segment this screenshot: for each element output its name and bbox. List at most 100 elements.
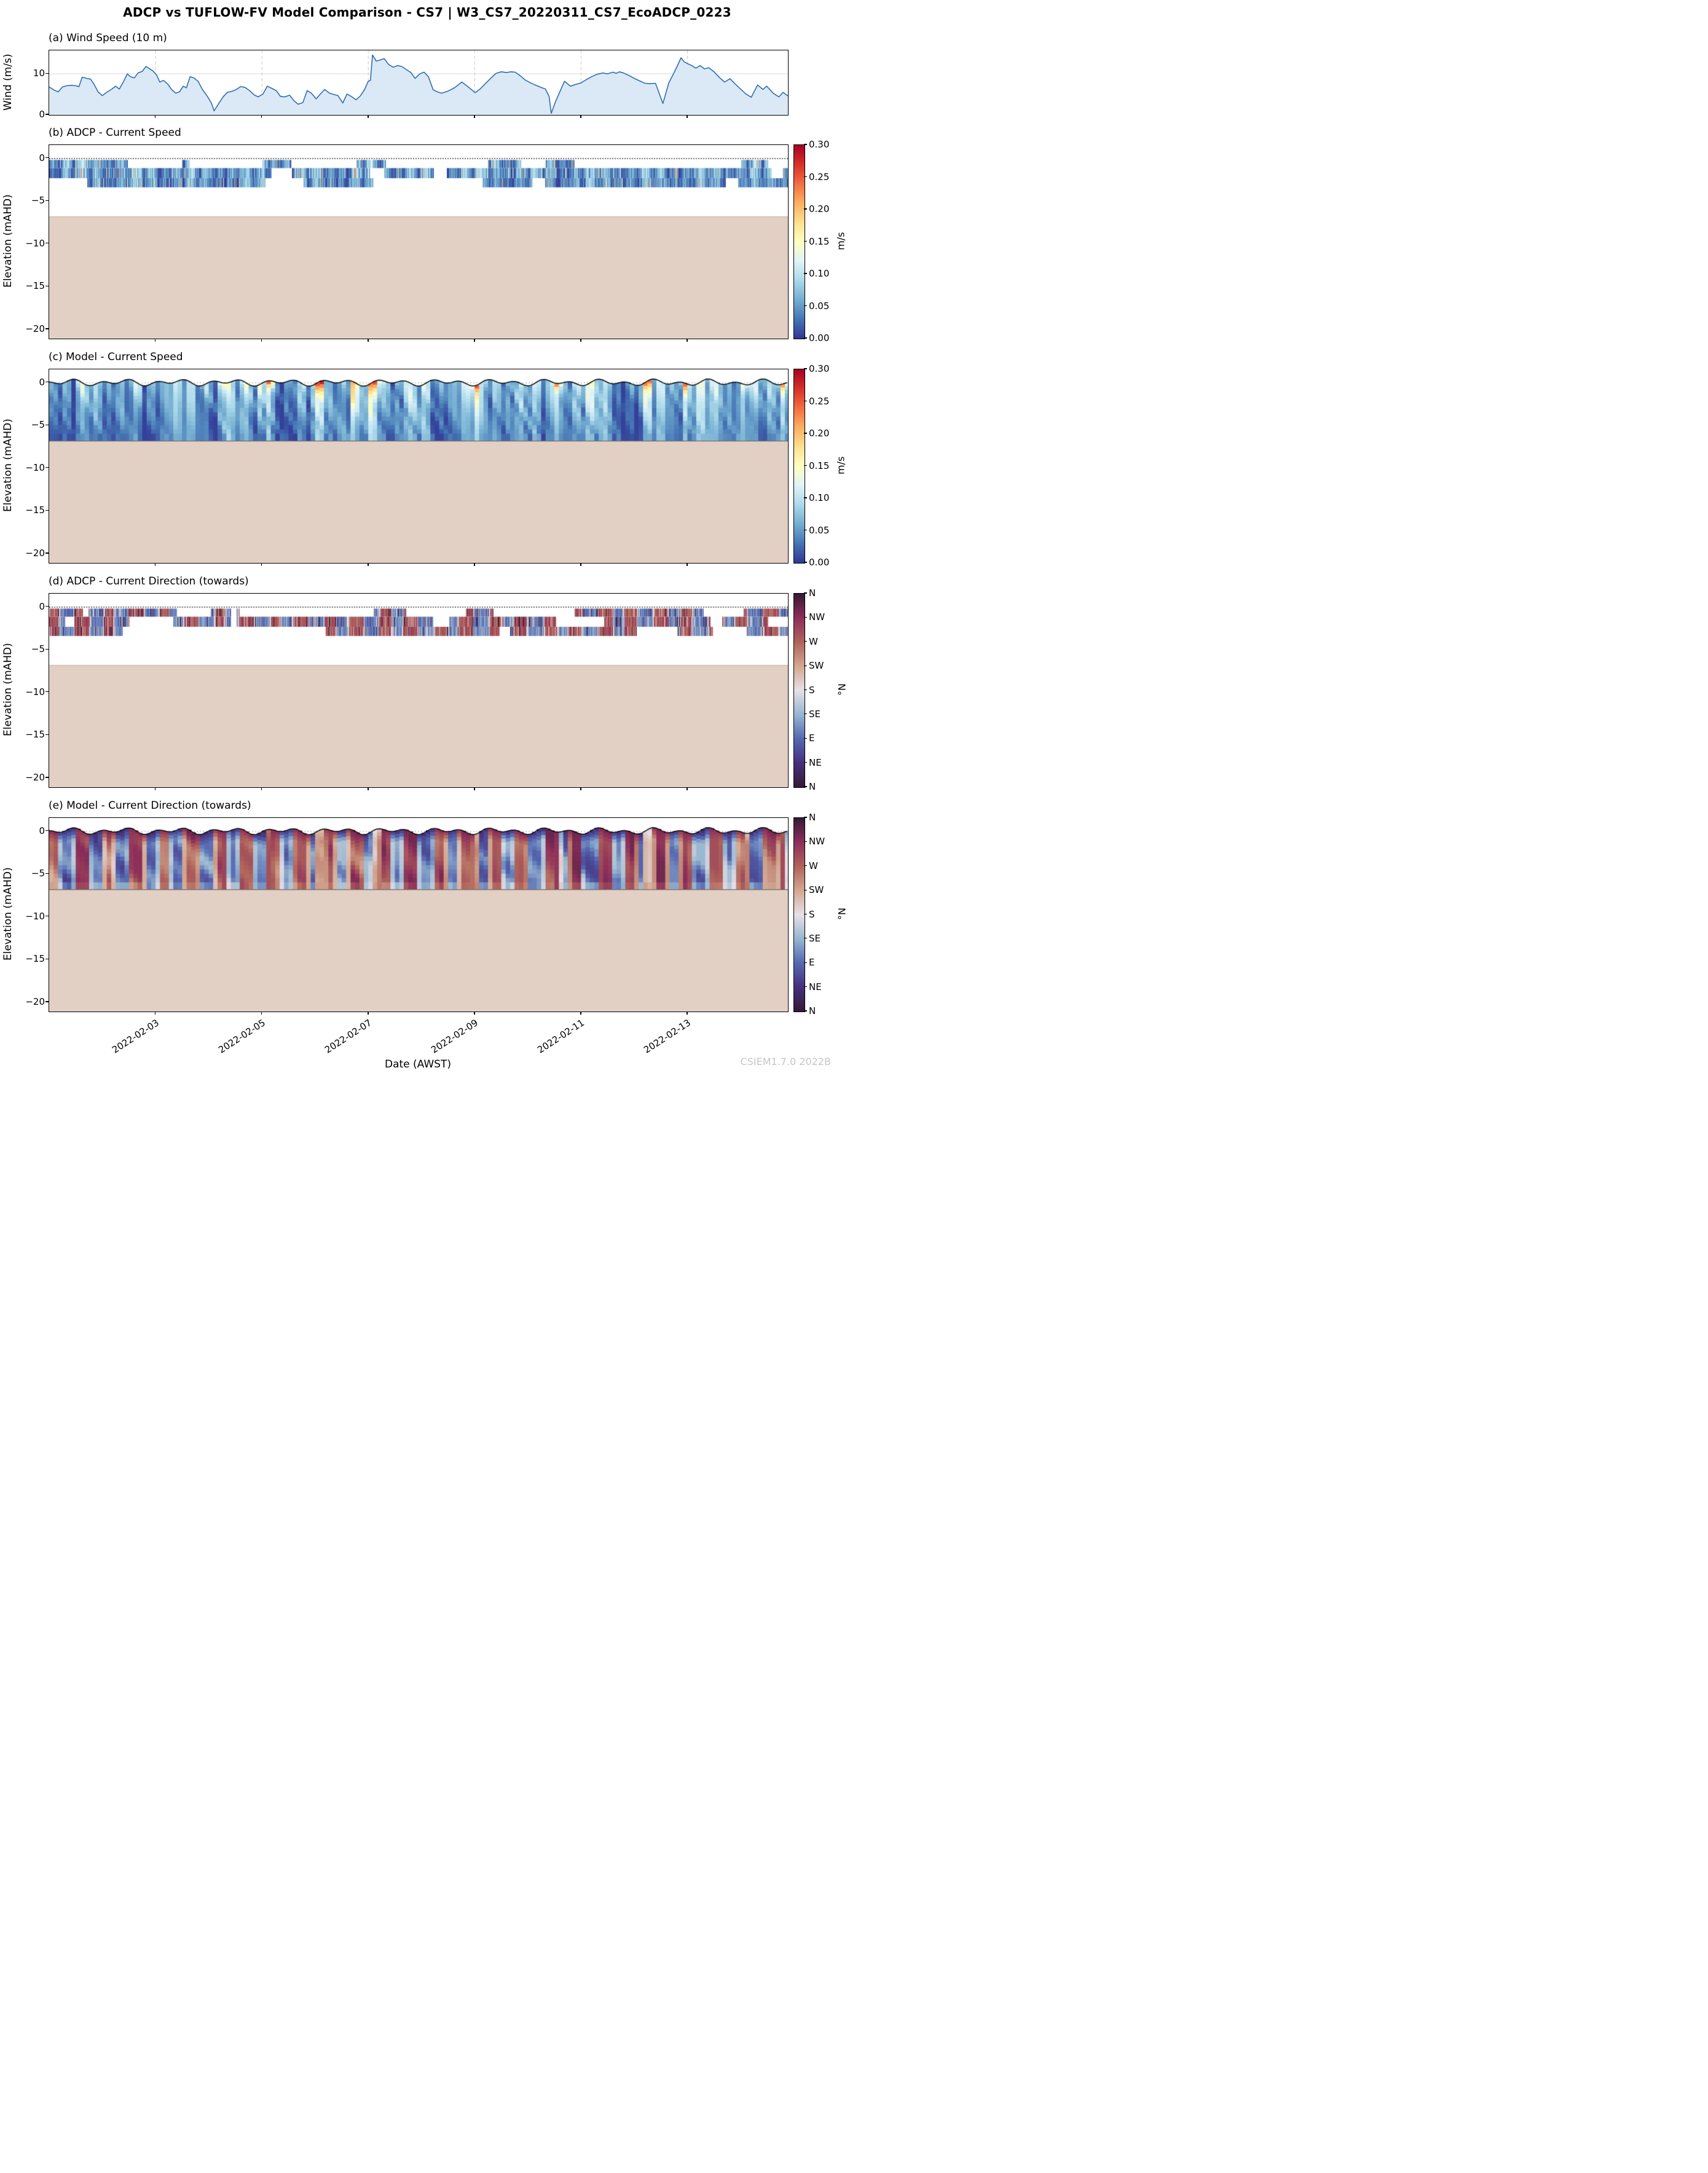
y-tick-label: −15 — [25, 505, 45, 516]
adcp-direction-heatmap — [49, 594, 788, 787]
y-tick-label: 0 — [39, 376, 45, 388]
colorbar-tick-label: 0.25 — [809, 171, 830, 183]
direction-colorbar-d — [793, 593, 805, 788]
y-tick-mark — [45, 328, 49, 329]
colorbar-tick — [804, 305, 807, 307]
y-tick-label: −5 — [31, 195, 45, 206]
x-tick-mark — [261, 787, 262, 791]
x-tick-mark — [580, 1012, 581, 1015]
colorbar-tick — [804, 737, 807, 739]
colorbar-tick-label: SW — [809, 660, 824, 672]
y-tick-label: −10 — [25, 462, 45, 473]
colorbar-tick-label: 0.30 — [809, 363, 830, 374]
y-tick-label: −5 — [31, 868, 45, 879]
wind-speed-plot — [49, 50, 789, 116]
colorbar-tick-label: NE — [809, 756, 822, 768]
colorbar-tick — [804, 986, 807, 988]
elevation-axis-label-c: Elevation (mAHD) — [2, 418, 14, 513]
colorbar-tick-label: N — [809, 1005, 816, 1016]
colorbar-tick-label: 0.20 — [809, 428, 830, 439]
panel-b-title: (b) ADCP - Current Speed — [49, 127, 181, 139]
colorbar-tick-label: 0.05 — [809, 524, 830, 536]
colorbar-tick-label: E — [809, 733, 815, 744]
y-tick-label: −5 — [31, 643, 45, 655]
x-tick-label: 2022-02-11 — [535, 1017, 587, 1056]
colorbar-tick — [804, 368, 807, 369]
colorbar-tick-label: 0.00 — [809, 557, 830, 568]
x-tick-mark — [261, 115, 262, 119]
y-tick-mark — [45, 648, 49, 650]
colorbar-tick-label: 0.25 — [809, 395, 830, 407]
colorbar-tick — [804, 786, 807, 787]
elevation-axis-label-b: Elevation (mAHD) — [2, 194, 14, 288]
y-tick-mark — [45, 73, 49, 74]
direction-colorbar-unit-d: °N — [836, 683, 848, 696]
y-tick-label: 0 — [39, 152, 45, 163]
colorbar-tick-label: 0.30 — [809, 139, 830, 150]
y-tick-mark — [45, 467, 49, 468]
x-tick-label: 2022-02-03 — [109, 1017, 161, 1056]
colorbar-tick-label: 0.00 — [809, 332, 830, 344]
adcp-direction-plot — [49, 593, 789, 788]
y-tick-mark — [45, 200, 49, 201]
y-tick-label: −15 — [25, 280, 45, 292]
y-tick-label: −10 — [25, 910, 45, 922]
x-tick-label: 2022-02-05 — [216, 1017, 267, 1056]
colorbar-tick-label: S — [809, 684, 815, 696]
colorbar-tick-label: N — [809, 812, 816, 823]
colorbar-tick — [804, 841, 807, 842]
colorbar-tick-label: SE — [809, 932, 821, 944]
colorbar-tick — [804, 762, 807, 763]
x-tick-mark — [580, 787, 581, 791]
x-tick-label: 2022-02-13 — [642, 1017, 693, 1056]
y-tick-label: −10 — [25, 686, 45, 697]
model-speed-heatmap — [49, 369, 788, 563]
y-tick-mark — [45, 873, 49, 874]
colorbar-tick — [804, 641, 807, 642]
wind-y-axis-label: Wind (m/s) — [2, 53, 14, 111]
elevation-axis-label-d: Elevation (mAHD) — [2, 643, 14, 737]
y-tick-mark — [45, 509, 49, 511]
model-direction-heatmap — [49, 818, 788, 1012]
colorbar-tick-label: 0.15 — [809, 235, 830, 247]
y-tick-label: −20 — [25, 772, 45, 783]
model-direction-plot — [49, 817, 789, 1012]
y-tick-label: −15 — [25, 953, 45, 965]
wind-speed-chart — [49, 50, 788, 115]
colorbar-tick-label: 0.10 — [809, 268, 830, 279]
speed-colorbar-unit-b: m/s — [835, 232, 847, 251]
y-tick-label: 0 — [39, 825, 45, 836]
colorbar-tick — [804, 1010, 807, 1012]
colorbar-tick-label: N — [809, 781, 816, 792]
elevation-axis-label-e: Elevation (mAHD) — [2, 867, 14, 961]
x-axis-label: Date (AWST) — [385, 1058, 451, 1071]
colorbar-tick — [804, 713, 807, 715]
colorbar-tick-label: W — [809, 635, 818, 647]
speed-colorbar-c — [793, 369, 805, 564]
y-tick-label: −10 — [25, 237, 45, 249]
colorbar-tick-label: NE — [809, 981, 822, 992]
y-tick-label: −15 — [25, 729, 45, 741]
colorbar-tick-label: SE — [809, 708, 821, 720]
y-tick-label: −20 — [25, 996, 45, 1007]
y-tick-label: 10 — [33, 68, 45, 79]
panel-e-title: (e) Model - Current Direction (towards) — [49, 800, 251, 812]
figure: ADCP vs TUFLOW-FV Model Comparison - CS7… — [0, 0, 854, 1086]
colorbar-tick — [804, 616, 807, 618]
colorbar-tick-label: N — [809, 587, 816, 599]
direction-colorbar-e — [793, 817, 805, 1012]
colorbar-tick-label: E — [809, 957, 815, 969]
colorbar-tick-label: 0.20 — [809, 203, 830, 214]
y-tick-label: −20 — [25, 323, 45, 334]
colorbar-tick-label: S — [809, 908, 815, 920]
colorbar-tick-label: SW — [809, 884, 824, 896]
speed-colorbar-unit-c: m/s — [835, 456, 847, 475]
x-tick-mark — [580, 339, 581, 342]
panel-a-title: (a) Wind Speed (10 m) — [49, 32, 167, 44]
colorbar-tick-label: 0.10 — [809, 492, 830, 503]
y-tick-mark — [45, 691, 49, 693]
y-tick-mark — [45, 830, 49, 831]
direction-colorbar-unit-e: °N — [836, 908, 848, 921]
model-speed-plot — [49, 369, 789, 564]
y-tick-label: 0 — [39, 600, 45, 612]
